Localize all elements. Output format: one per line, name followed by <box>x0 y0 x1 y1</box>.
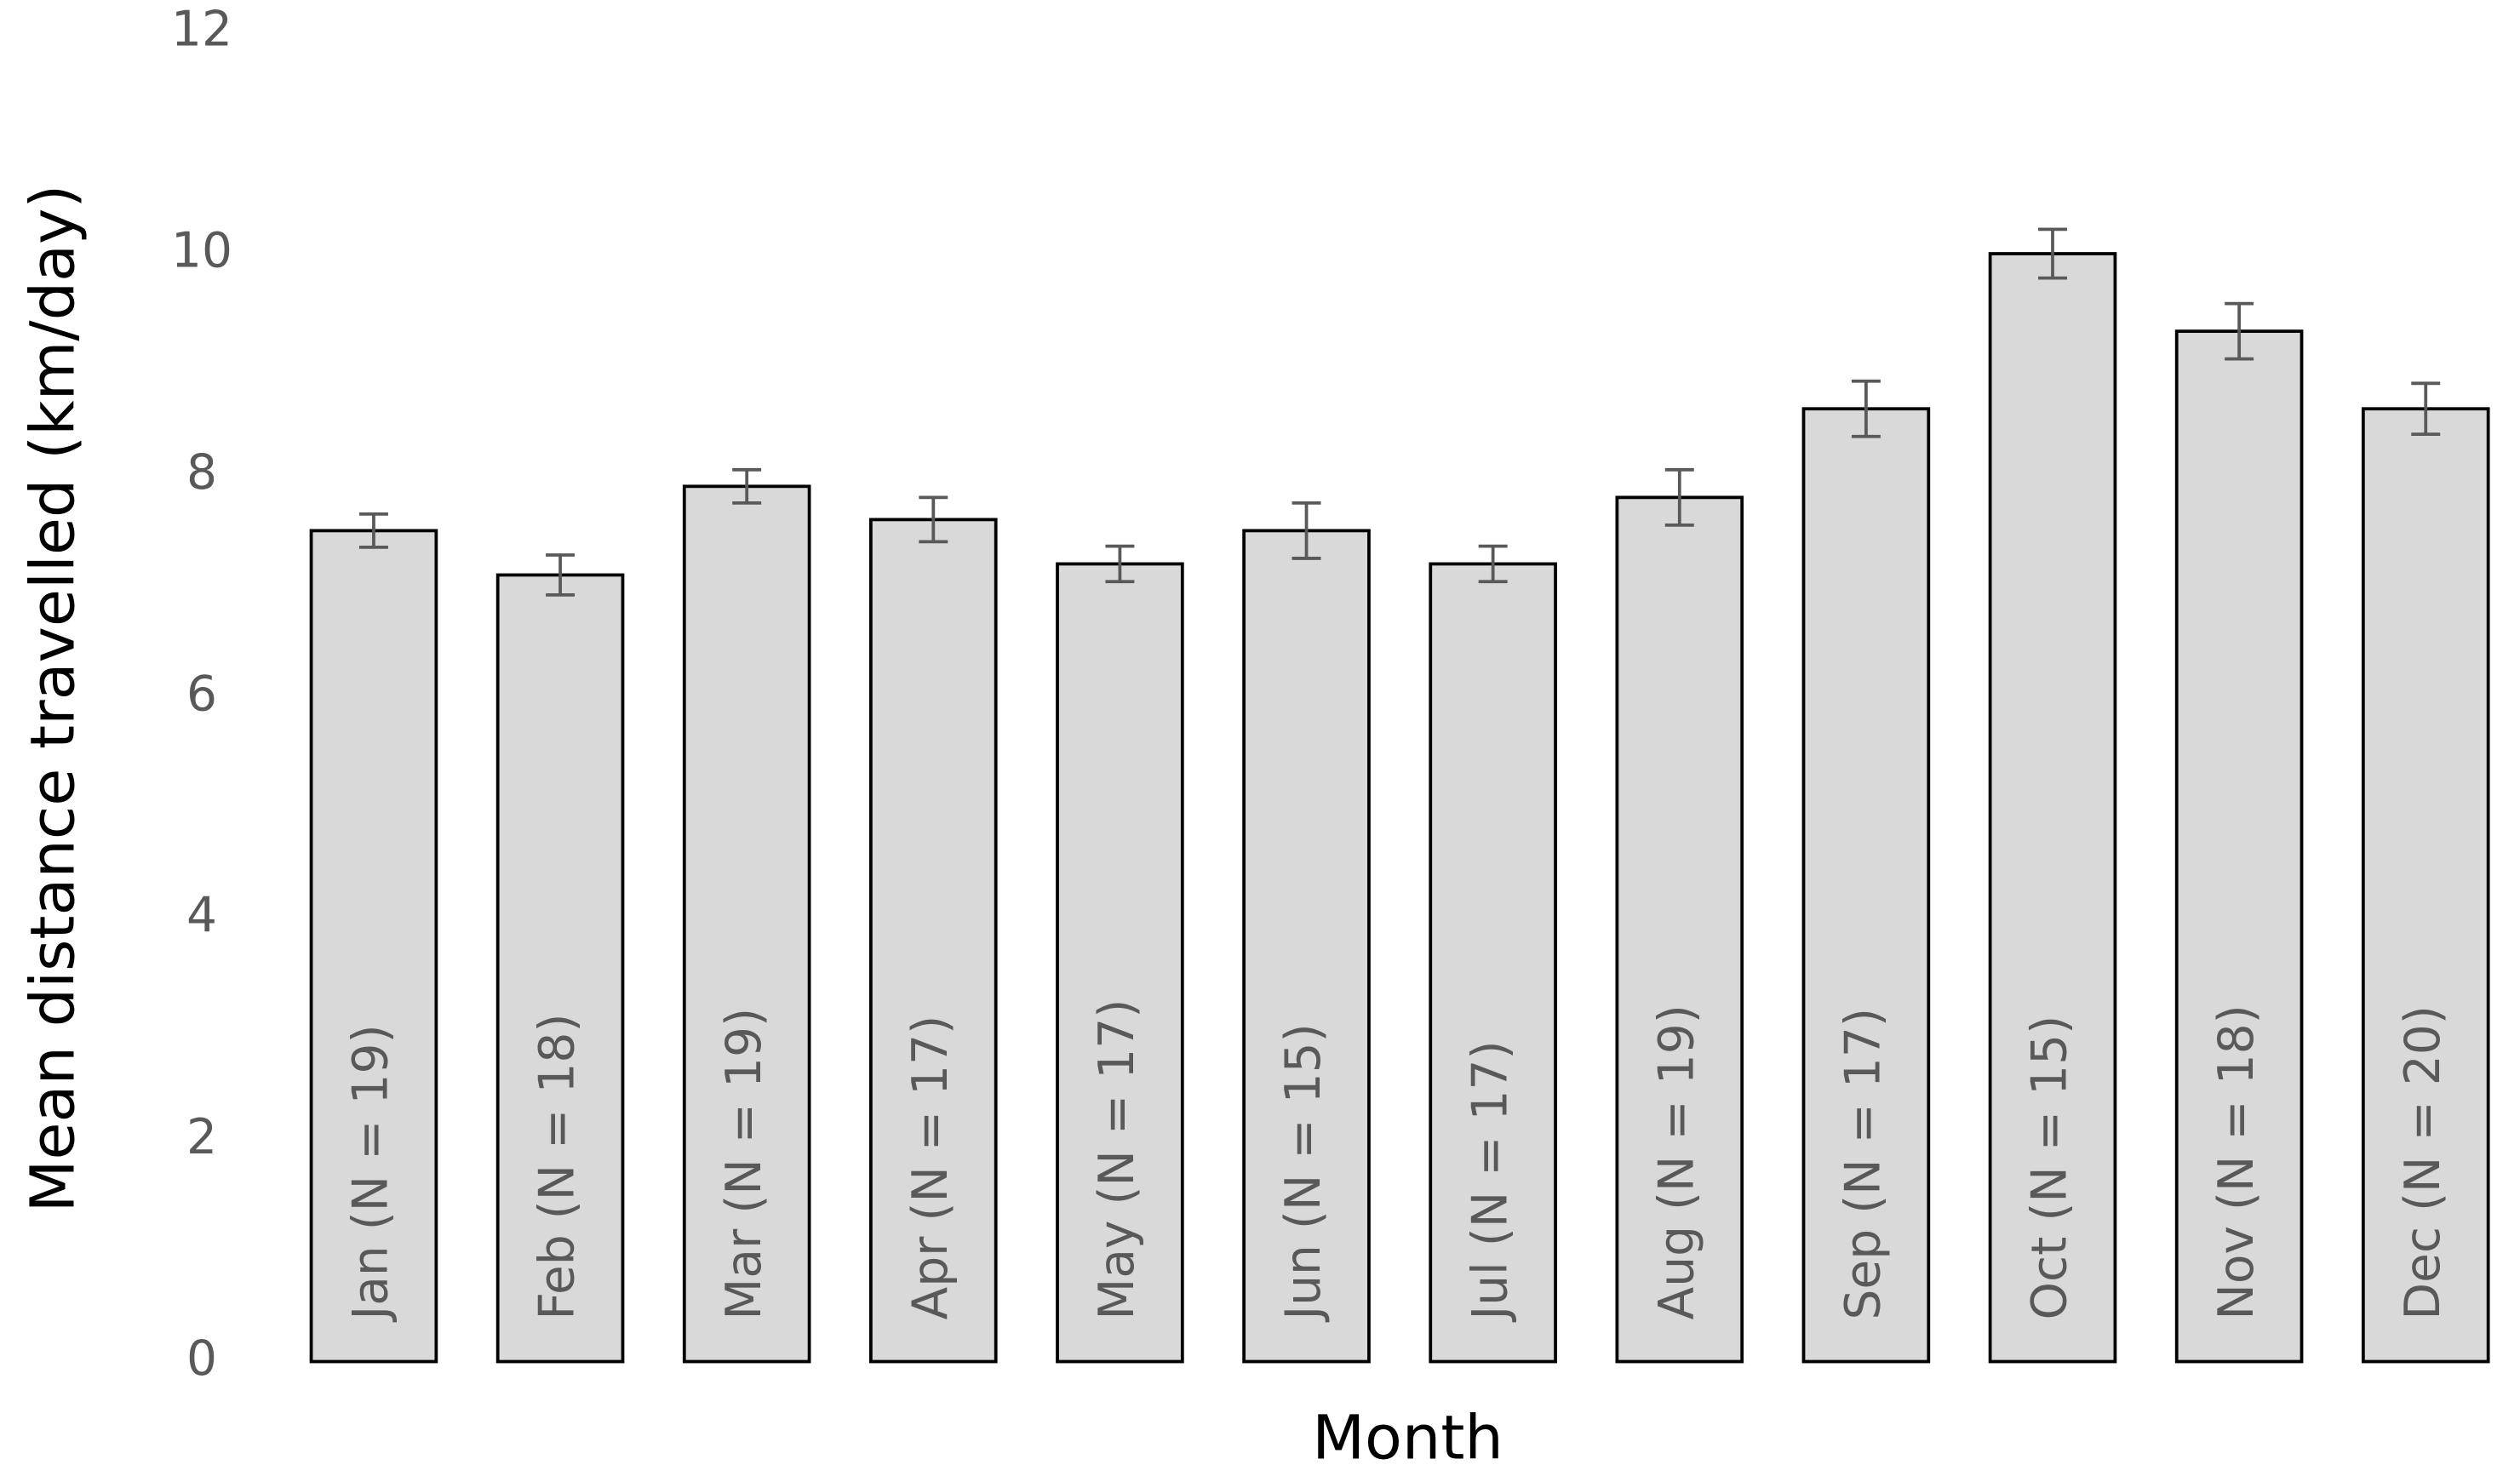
x-axis-title: Month <box>1312 1401 1503 1473</box>
bar <box>1242 529 1371 1364</box>
category-label: Jan (N = 19) <box>343 1024 399 1322</box>
category-label: Jun (N = 15) <box>1275 1023 1332 1322</box>
category-label: Apr (N = 17) <box>902 1016 959 1320</box>
error-bar <box>732 467 762 505</box>
y-tick-label: 0 <box>186 1330 217 1387</box>
bar <box>869 518 998 1364</box>
bar <box>1615 495 1744 1364</box>
category-label: Mar (N = 19) <box>716 1008 772 1320</box>
category-label: Dec (N = 20) <box>2395 1005 2451 1319</box>
category-label: Jul (N = 17) <box>1462 1040 1518 1322</box>
category-label: Feb (N = 18) <box>530 1013 586 1319</box>
error-bar <box>358 512 388 549</box>
category-label: Oct (N = 15) <box>2022 1016 2078 1320</box>
bar <box>2174 329 2304 1364</box>
bar <box>1056 562 1184 1364</box>
y-tick-label: 8 <box>186 444 217 501</box>
error-bar <box>1292 501 1321 560</box>
bar <box>1988 252 2117 1364</box>
bar <box>1801 407 1931 1364</box>
error-bar <box>1105 544 1135 584</box>
bar <box>682 484 811 1364</box>
category-label: Nov (N = 18) <box>2208 1004 2265 1319</box>
error-bar <box>1664 467 1694 527</box>
y-tick-label: 4 <box>186 888 217 944</box>
y-axis-title: Mean distance travelled (km/day) <box>17 185 89 1213</box>
error-bar <box>1478 544 1508 584</box>
y-tick-label: 12 <box>171 1 232 57</box>
y-tick-label: 10 <box>171 223 232 279</box>
bar <box>2361 407 2490 1364</box>
category-label: May (N = 17) <box>1089 999 1145 1320</box>
error-bar <box>919 495 948 544</box>
error-bar <box>2411 381 2441 437</box>
y-tick-label: 6 <box>186 666 217 722</box>
bar <box>1429 562 1557 1364</box>
category-label: Aug (N = 19) <box>1648 1004 1704 1319</box>
error-bar <box>2225 301 2254 361</box>
category-label: Sep (N = 17) <box>1836 1008 1892 1319</box>
bar <box>309 529 438 1364</box>
error-bar <box>1851 379 1881 438</box>
error-bar <box>2038 227 2067 280</box>
y-tick-label: 2 <box>186 1109 217 1165</box>
error-bar <box>546 553 576 597</box>
